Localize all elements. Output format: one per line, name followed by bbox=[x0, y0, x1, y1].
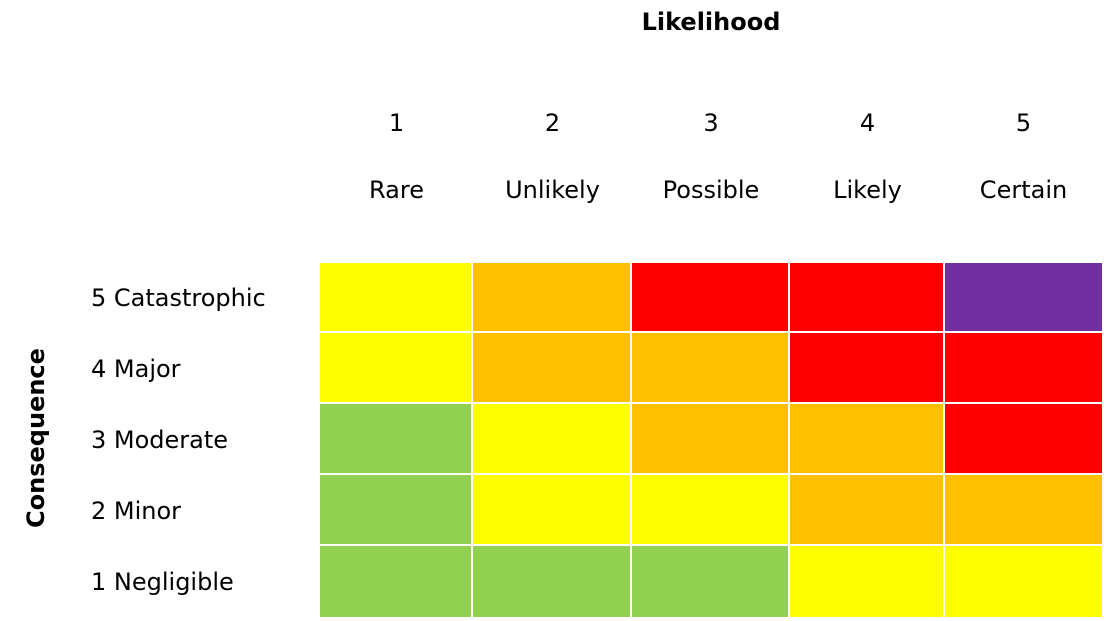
matrix-cell bbox=[473, 263, 630, 331]
matrix-cell bbox=[945, 475, 1102, 544]
matrix-cell bbox=[473, 546, 630, 617]
x-tick-number: 2 bbox=[544, 109, 561, 137]
matrix-cell bbox=[632, 546, 788, 617]
x-tick-label: Rare bbox=[369, 176, 424, 204]
y-tick-label: 2 Minor bbox=[91, 496, 182, 525]
matrix-cell bbox=[945, 404, 1102, 473]
x-axis-title: Likelihood bbox=[641, 8, 781, 36]
matrix-cell bbox=[473, 475, 630, 544]
x-tick-label: Possible bbox=[662, 176, 760, 204]
matrix-cell bbox=[790, 263, 943, 331]
x-tick-label: Certain bbox=[979, 176, 1068, 204]
x-tick-number: 4 bbox=[859, 109, 876, 137]
matrix-cell bbox=[632, 333, 788, 402]
matrix-cell bbox=[632, 475, 788, 544]
matrix-cell bbox=[790, 546, 943, 617]
matrix-cell bbox=[790, 404, 943, 473]
y-tick-label: 3 Moderate bbox=[91, 425, 229, 454]
matrix-cell bbox=[320, 546, 471, 617]
y-tick-label: 5 Catastrophic bbox=[91, 284, 266, 312]
matrix-cell bbox=[945, 333, 1102, 402]
x-tick-number: 5 bbox=[1015, 109, 1032, 137]
matrix-cell bbox=[320, 333, 471, 402]
y-axis-title: Consequence bbox=[22, 348, 50, 528]
y-tick-label: 1 Negligible bbox=[91, 567, 234, 596]
matrix-cell bbox=[945, 263, 1102, 331]
matrix-cell bbox=[320, 475, 471, 544]
matrix-cell bbox=[632, 263, 788, 331]
matrix-cell bbox=[320, 263, 471, 331]
matrix-cell bbox=[790, 333, 943, 402]
matrix-cell bbox=[320, 404, 471, 473]
x-tick-label: Likely bbox=[833, 176, 902, 204]
x-tick-number: 3 bbox=[703, 109, 719, 137]
matrix-cell bbox=[473, 333, 630, 402]
matrix-cell bbox=[945, 546, 1102, 617]
matrix-cell bbox=[632, 404, 788, 473]
x-tick-label: Unlikely bbox=[505, 176, 600, 204]
matrix-cell bbox=[473, 404, 630, 473]
x-tick-number: 1 bbox=[388, 109, 405, 137]
y-tick-label: 4 Major bbox=[91, 354, 181, 383]
matrix-cell bbox=[790, 475, 943, 544]
